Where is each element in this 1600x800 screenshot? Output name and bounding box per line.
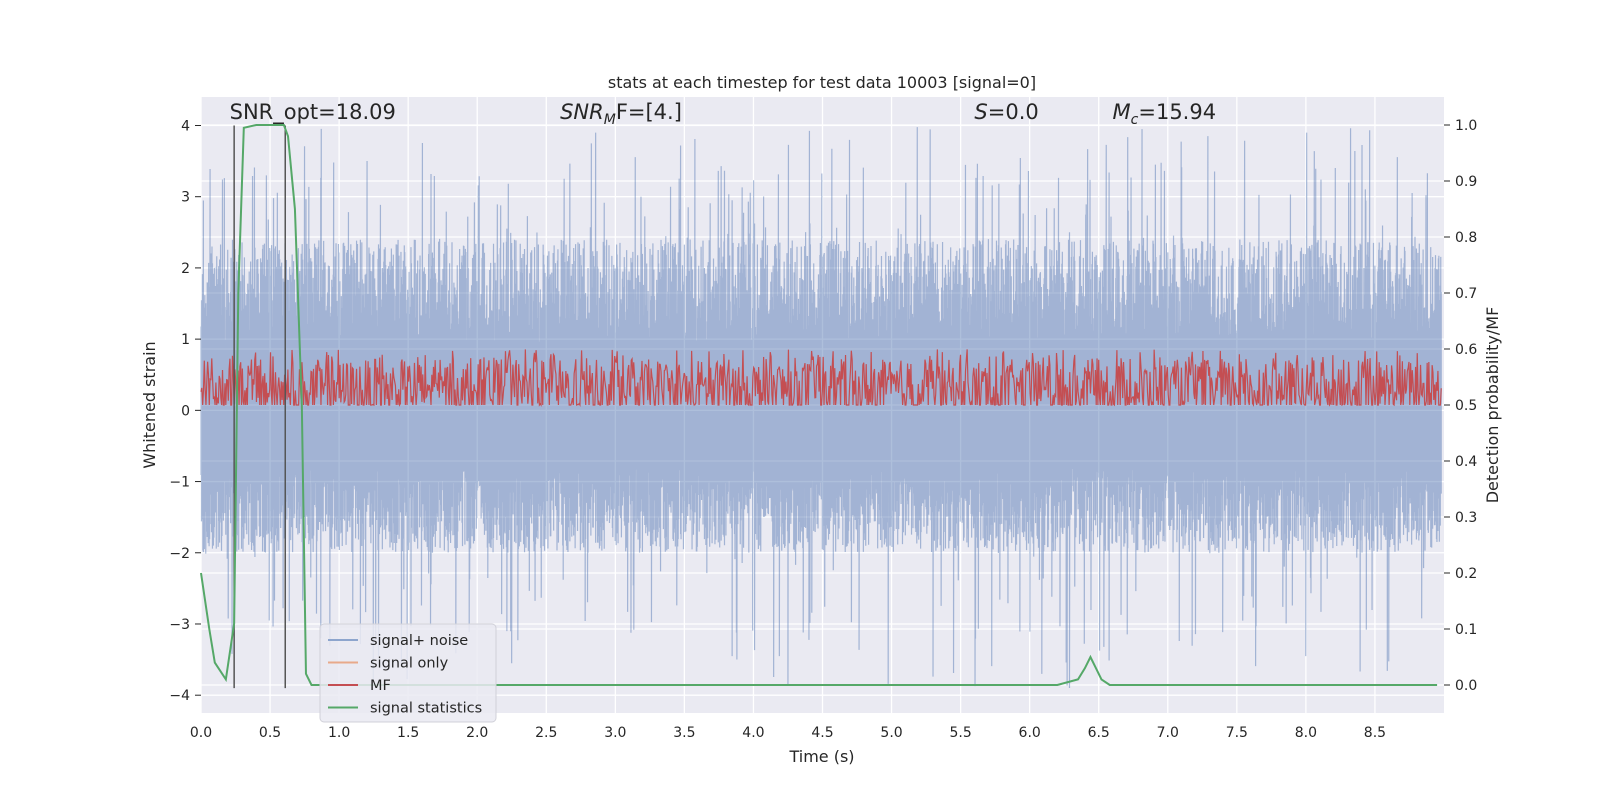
y-axis-label: Whitened strain [140,341,159,468]
legend-label: signal+ noise [370,633,468,649]
y-tick-label: 4 [181,118,190,134]
x-tick-label: 4.0 [742,725,764,741]
x-tick-label: 6.0 [1019,725,1041,741]
y2-tick-label: 0.5 [1455,398,1477,414]
annotations: SNR_opt=18.09 SNRMF=[4.] S=0.0 Mc=15.94 [230,100,1216,128]
legend-box [319,623,497,723]
y2-tick-label: 0.0 [1455,678,1477,694]
y-tick-label: 0 [181,403,190,419]
y2-tick-label: 0.6 [1455,342,1477,358]
y2-tick-label: 0.2 [1455,566,1477,582]
legend-label: signal only [370,656,449,672]
y-tick-label: −4 [169,688,190,704]
x-tick-label: 7.0 [1157,725,1179,741]
x-tick-label: 2.5 [535,725,557,741]
series-signal-statistics [200,124,1438,686]
legend-label: MF [370,678,391,694]
y2-tick-label: 0.4 [1455,454,1477,470]
y2-tick-label: 0.9 [1455,174,1477,190]
x-tick-label: 5.5 [949,725,971,741]
y-tick-label: 1 [181,332,190,348]
x-tick-label: 8.0 [1295,725,1317,741]
y2-axis-label: Detection probability/MF [1483,307,1502,504]
x-tick-label: 0.5 [259,725,281,741]
y2-tick-label: 1.0 [1455,118,1477,134]
y-tick-label: −2 [169,546,190,562]
y2-tick-label: 0.1 [1455,622,1477,638]
x-tick-label: 4.5 [811,725,833,741]
x-tick-label: 1.0 [328,725,350,741]
y2-tick-label: 0.7 [1455,286,1477,302]
series-mf [200,349,1442,407]
annotation-mc: Mc=15.94 [1113,100,1217,128]
y-tick-label: −3 [169,617,190,633]
x-tick-label: 7.5 [1226,725,1248,741]
y-tick-label: 3 [181,190,190,206]
axes: 0.0 0.5 1.0 1.5 2.0 2.5 3.0 3.5 4.0 4.5 5.0 5.5 6.0 6… [169,118,1477,741]
annotation-s: S=0.0 [974,100,1038,124]
x-tick-label: 6.5 [1088,725,1110,741]
series-signal-noise [200,127,1442,688]
x-tick-label: 5.0 [880,725,902,741]
y2-tick-label: 0.8 [1455,230,1477,246]
series-layer [200,124,1442,689]
x-tick-label: 8.5 [1364,725,1386,741]
legend[interactable]: signal+ noise signal only MF signal statist… [319,623,497,723]
x-tick-label: 1.5 [397,725,419,741]
annotation-snr-opt: SNR_opt=18.09 [230,100,396,125]
x-tick-label: 3.0 [604,725,626,741]
y2-tick-label: 0.3 [1455,510,1477,526]
annotation-snr-mf: SNRMF=[4.] [560,100,682,128]
x-tick-label: 2.0 [466,725,488,741]
x-tick-label: 0.0 [190,725,212,741]
x-axis-label: Time (s) [788,747,854,766]
legend-label: signal statistics [370,701,482,717]
y-tick-label: 2 [181,261,190,277]
chart-title: stats at each timestep for test data 100… [608,73,1036,92]
grid [200,97,1444,713]
x-tick-label: 3.5 [673,725,695,741]
y-tick-label: −1 [169,475,190,491]
